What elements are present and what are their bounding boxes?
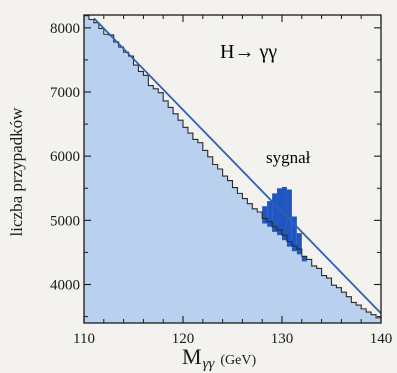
axes: 110 120 130 140 4000 5000 6000 7000 8000 [50, 14, 393, 347]
signal-bar [267, 201, 273, 227]
x-axis-label-main: M [182, 344, 202, 369]
y-tick-label: 5000 [50, 213, 80, 229]
y-axis-label: liczba przypadków [7, 107, 26, 237]
y-tick-label: 8000 [50, 21, 80, 37]
y-tick-label: 6000 [50, 149, 80, 165]
signal-bar [272, 193, 278, 232]
signal-bar [277, 188, 282, 236]
x-axis-label-sub: γγ [203, 356, 216, 372]
x-axis-label: Mγγ (GeV) [182, 344, 256, 372]
signal-bar [262, 206, 268, 224]
labels: H→ γγ sygnał liczba przypadków Mγγ (GeV) [7, 41, 311, 372]
plot-area [84, 15, 382, 324]
signal-bar [296, 233, 302, 255]
plot-frame [83, 14, 382, 324]
x-axis-label-unit: (GeV) [220, 353, 256, 368]
y-tick-label: 4000 [50, 278, 80, 294]
y-tick-label: 7000 [50, 85, 80, 101]
signal-bar [291, 216, 297, 252]
x-tick-label: 140 [370, 331, 393, 347]
signal-bar [301, 256, 307, 262]
chart-title: H→ γγ [220, 41, 277, 63]
x-tick-label: 130 [271, 331, 294, 347]
signal-annotation: sygnał [266, 148, 311, 167]
fit-line [93, 17, 382, 315]
x-tick-label: 120 [172, 331, 195, 347]
x-tick-label: 110 [73, 331, 95, 347]
histogram-outline [84, 15, 381, 319]
